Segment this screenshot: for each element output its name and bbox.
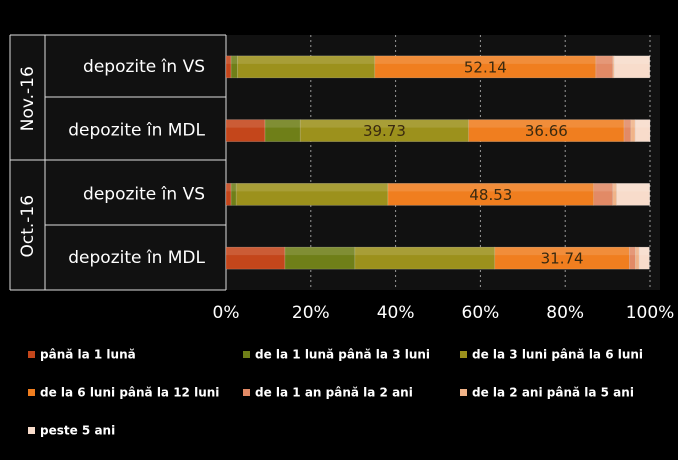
bar-gloss: [635, 247, 640, 256]
category-label: depozite în VS: [83, 184, 205, 204]
bar-segment: [387, 183, 594, 206]
bar-gloss: [231, 55, 238, 64]
x-tick-label: 80%: [546, 303, 584, 323]
bar-gloss: [612, 183, 617, 192]
bar-segment: [616, 183, 650, 206]
x-tick-label: 60%: [462, 303, 500, 323]
legend-label: de la 2 ani până la 5 ani: [472, 386, 634, 400]
bar-gloss: [226, 119, 266, 128]
bar-gloss: [630, 119, 636, 128]
legend-swatch: [243, 351, 250, 358]
bar-gloss: [639, 247, 650, 256]
bar-gloss: [494, 247, 630, 256]
legend-swatch: [28, 427, 35, 434]
group-label: Oct.-16: [18, 195, 38, 258]
legend-label: peste 5 ani: [40, 424, 115, 438]
bar-segment: [635, 246, 640, 270]
bar-gloss: [226, 55, 232, 64]
bar-gloss: [593, 183, 613, 192]
bar-gloss: [374, 55, 596, 64]
value-label: 31.74: [541, 250, 584, 268]
value-label: 48.53: [469, 186, 512, 204]
legend-label: de la 1 lună până la 3 luni: [255, 348, 430, 362]
bar-gloss: [236, 183, 388, 192]
group-label: Nov.-16: [18, 66, 38, 131]
legend-label: până la 1 lună: [40, 348, 136, 362]
x-tick-label: 40%: [377, 303, 415, 323]
bar-segment: [354, 246, 496, 270]
bar-gloss: [354, 247, 495, 256]
bar-segment: [613, 55, 650, 79]
category-label: depozite în MDL: [68, 248, 205, 268]
legend-label: de la 3 luni până la 6 luni: [472, 348, 643, 362]
legend-swatch: [28, 351, 35, 358]
legend-label: de la 1 an până la 2 ani: [255, 386, 413, 400]
bar-gloss: [265, 119, 301, 128]
bar-gloss: [300, 119, 469, 128]
bar-segment: [638, 246, 650, 270]
bar-gloss: [231, 183, 237, 192]
bar-segment: [634, 119, 651, 142]
x-tick-label: 100%: [626, 303, 675, 323]
value-label: 39.73: [363, 122, 406, 140]
bar-gloss: [629, 247, 636, 256]
bar-gloss: [595, 55, 613, 64]
bar-gloss: [226, 247, 285, 256]
bar-gloss: [468, 119, 625, 128]
bar-segment: [612, 183, 617, 206]
bar-gloss: [284, 247, 355, 256]
bar-gloss: [612, 55, 615, 64]
category-label: depozite în VS: [83, 57, 205, 77]
legend-swatch: [460, 351, 467, 358]
x-tick-label: 20%: [292, 303, 330, 323]
bar-gloss: [616, 183, 650, 192]
x-tick-label: 0%: [213, 303, 240, 323]
legend-swatch: [243, 389, 250, 396]
bar-gloss: [226, 183, 232, 192]
legend-swatch: [460, 389, 467, 396]
category-label: depozite în MDL: [68, 121, 205, 141]
value-label: 52.14: [464, 58, 507, 76]
bar-gloss: [635, 119, 650, 128]
legend-label: de la 6 luni până la 12 luni: [40, 386, 219, 400]
bar-gloss: [614, 55, 650, 64]
bar-gloss: [237, 55, 375, 64]
value-label: 36.66: [525, 122, 568, 140]
legend-swatch: [28, 389, 35, 396]
bar-gloss: [387, 183, 594, 192]
bar-gloss: [624, 119, 631, 128]
